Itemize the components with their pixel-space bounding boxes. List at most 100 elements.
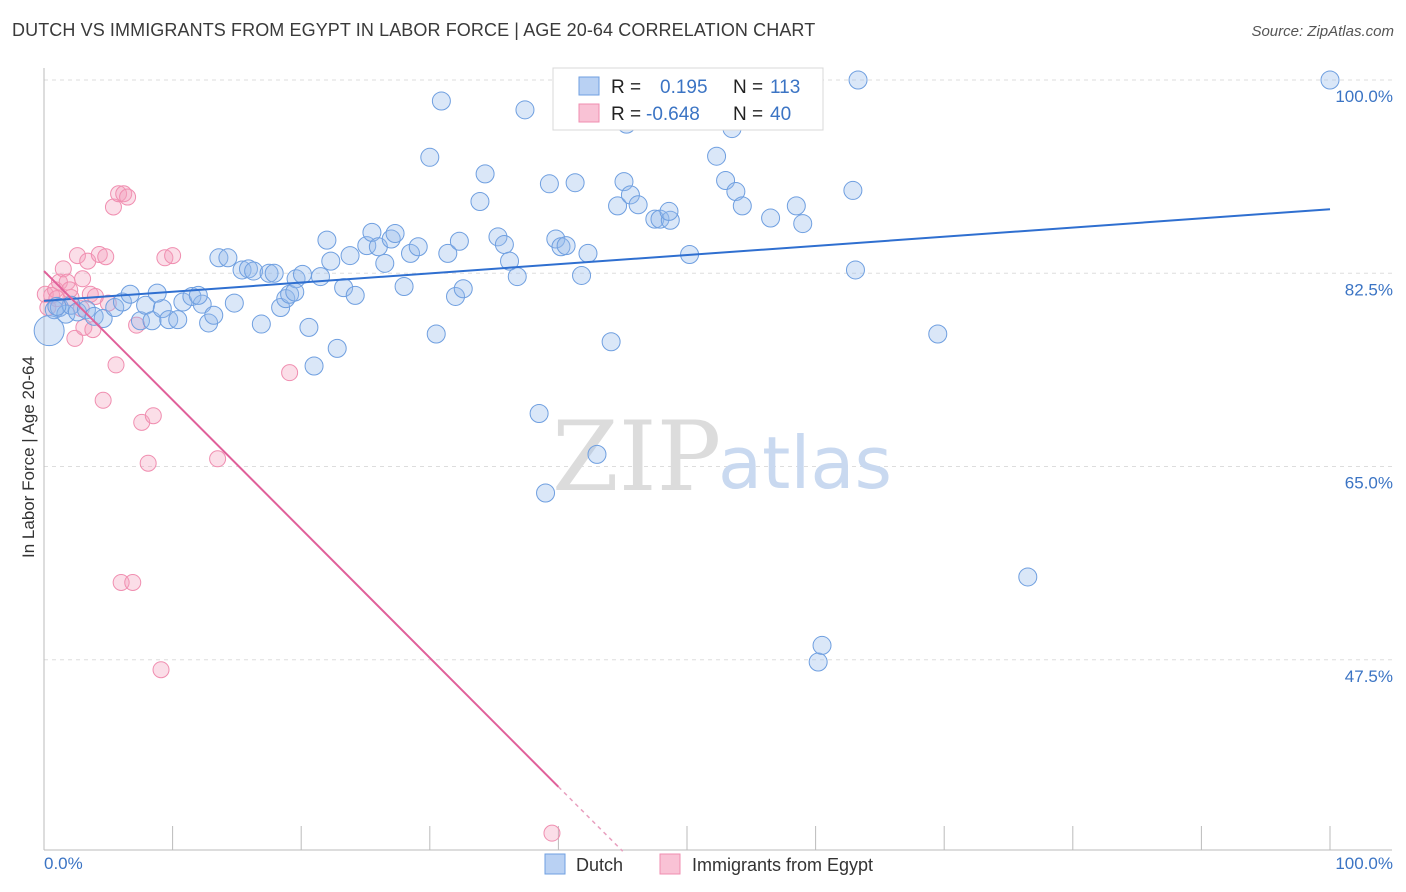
dutch-point-43 (340, 246, 360, 266)
egypt-point-15 (90, 245, 108, 263)
bottom-legend: Dutch Immigrants from Egypt (544, 853, 873, 875)
egypt-point-33 (209, 450, 227, 468)
dutch-point-32 (271, 297, 291, 317)
dutch-point-87 (659, 201, 679, 221)
dutch-point-97 (808, 652, 828, 672)
dutch-point-50 (385, 224, 405, 244)
egypt-point-19 (104, 198, 122, 216)
dutch-point-8 (93, 309, 113, 329)
egypt-point-25 (124, 573, 142, 591)
dutch-point-36 (292, 264, 312, 284)
egypt-point-35 (543, 824, 561, 842)
dutch-point-98 (812, 635, 832, 655)
bottom-legend-dutch-swatch (544, 853, 566, 875)
legend-egypt-n-value: 40 (770, 104, 791, 125)
y-axis-label: In Labor Force | Age 20-64 (19, 356, 38, 558)
chart-title: DUTCH VS IMMIGRANTS FROM EGYPT IN LABOR … (12, 20, 816, 40)
dutch-point-100 (845, 260, 865, 280)
x-tick-label-1: 100.0% (1335, 854, 1393, 873)
dutch-point-75 (572, 265, 592, 285)
dutch-point-51 (394, 277, 414, 297)
dutch-point-65 (500, 251, 520, 271)
legend-dutch-r-label: R = (611, 77, 641, 98)
dutch-point-38 (304, 356, 324, 376)
dutch-point-15 (152, 299, 172, 319)
dutch-point-78 (601, 332, 621, 352)
dutch-point-0 (33, 315, 65, 347)
dutch-point-95 (786, 196, 806, 216)
y-tick-label-3: 100.0% (1335, 87, 1393, 106)
dutch-point-101 (848, 70, 868, 90)
dutch-point-74 (565, 173, 585, 193)
dutch-point-105 (47, 296, 67, 316)
dutch-point-83 (628, 195, 648, 215)
dutch-point-94 (761, 208, 781, 228)
legend-egypt-n-label: N = (733, 104, 763, 125)
egypt-point-20 (107, 356, 125, 374)
y-tick-label-1: 65.0% (1345, 474, 1393, 493)
egypt-point-34 (281, 364, 299, 382)
dutch-point-82 (620, 185, 640, 205)
dutch-point-102 (928, 324, 948, 344)
egypt-point-32 (164, 247, 182, 265)
dutch-point-57 (438, 243, 458, 263)
dutch-point-69 (536, 483, 556, 503)
dutch-point-109 (310, 267, 330, 287)
dutch-point-104 (1320, 70, 1340, 90)
egypt-point-29 (144, 407, 162, 425)
legend-egypt-r-value: -0.648 (646, 104, 700, 125)
dutch-point-64 (494, 235, 514, 255)
egypt-point-22 (112, 573, 130, 591)
dutch-point-39 (317, 230, 337, 250)
legend-egypt-r-label: R = (611, 104, 641, 125)
dutch-point-54 (420, 147, 440, 167)
dutch-point-44 (345, 285, 365, 305)
trend-lines (43, 208, 1331, 852)
dutch-point-12 (130, 311, 150, 331)
legend-dutch-r-value: 0.195 (660, 77, 708, 98)
dutch-point-10 (112, 292, 132, 312)
dutch-point-24 (218, 248, 238, 268)
y-tick-label-2: 82.5% (1345, 280, 1393, 299)
egypt-point-24 (119, 188, 137, 206)
dutch-point-66 (507, 267, 527, 287)
egypt-point-17 (97, 248, 115, 266)
egypt-point-38 (74, 270, 92, 288)
bottom-legend-egypt-label: Immigrants from Egypt (692, 855, 873, 875)
dutch-point-25 (224, 293, 244, 313)
dutch-point-46 (362, 222, 382, 242)
dutch-point-28 (244, 261, 264, 281)
dutch-point-96 (793, 214, 813, 234)
y-tick-label-0: 47.5% (1345, 667, 1393, 686)
dutch-point-61 (470, 191, 490, 211)
egypt-points (36, 185, 561, 842)
dutch-point-6 (76, 300, 96, 320)
dutch-point-76 (578, 243, 598, 263)
bottom-legend-egypt-swatch (659, 853, 681, 875)
watermark-atlas: atlas (718, 421, 892, 505)
dutch-point-73 (556, 236, 576, 256)
dutch-point-55 (426, 324, 446, 344)
dutch-point-93 (732, 196, 752, 216)
dutch-point-52 (401, 243, 421, 263)
egypt-trend-extension (557, 786, 624, 852)
grid-lines (44, 79, 1392, 661)
legend-dutch-n-value: 113 (770, 77, 800, 98)
dutch-point-40 (321, 251, 341, 271)
dutch-point-108 (285, 282, 305, 302)
dutch-point-68 (529, 404, 549, 424)
dutch-point-79 (608, 196, 628, 216)
tick-labels: 47.5% 65.0% 82.5% 100.0% 0.0% 100.0% (44, 87, 1393, 873)
dutch-point-59 (453, 279, 473, 299)
dutch-point-53 (408, 237, 428, 257)
dutch-point-103 (1018, 567, 1038, 587)
dutch-point-77 (587, 444, 607, 464)
dutch-trend-line (43, 208, 1331, 302)
egypt-trend-line (43, 270, 560, 788)
legend-box: R = 0.195 N = 113 R = -0.648 N = 40 (552, 67, 824, 131)
dutch-point-99 (843, 180, 863, 200)
dutch-point-37 (299, 317, 319, 337)
egypt-point-30 (152, 661, 170, 679)
dutch-point-60 (449, 231, 469, 251)
